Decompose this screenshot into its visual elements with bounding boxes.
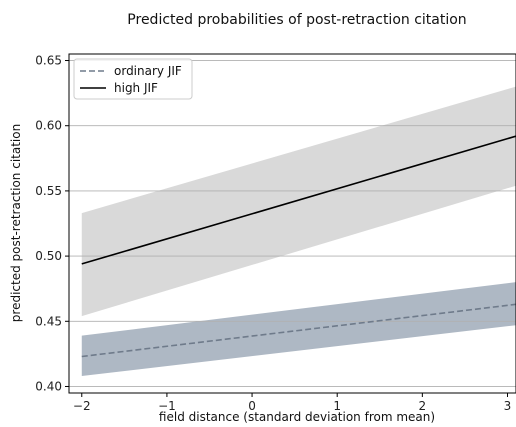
confidence-band-1 — [81, 86, 516, 317]
series-line-1 — [81, 135, 516, 265]
x-axis: −2 −1 0 1 2 3 — [73, 393, 511, 413]
y-tick-label: 0.50 — [35, 249, 62, 263]
x-tick-label: 0 — [248, 399, 256, 413]
y-tick-label: 0.65 — [35, 54, 62, 68]
plot-frame — [68, 53, 516, 394]
x-tick-label: 1 — [333, 399, 341, 413]
legend: ordinary JIF high JIF — [73, 58, 193, 100]
series-lines — [81, 135, 516, 358]
y-axis-label: predicted post-retraction citation — [9, 124, 23, 322]
y-tick-label: 0.40 — [35, 379, 62, 393]
series-line-0 — [81, 303, 516, 358]
y-tick-label: 0.60 — [35, 119, 62, 133]
x-tick-label: 3 — [504, 399, 512, 413]
legend-box — [73, 58, 193, 100]
x-tick-label: −1 — [158, 399, 176, 413]
legend-label-0: ordinary JIF — [114, 64, 182, 78]
y-tick-label: 0.55 — [35, 184, 62, 198]
y-axis: 0.40 0.45 0.50 0.55 0.60 0.65 — [35, 54, 69, 393]
confidence-band-0 — [81, 282, 516, 377]
x-axis-label: field distance (standard deviation from … — [159, 410, 435, 424]
chart-title: Predicted probabilities of post-retracti… — [127, 12, 466, 28]
legend-label-1: high JIF — [114, 81, 158, 95]
confidence-bands — [81, 86, 516, 377]
x-tick-label: −2 — [73, 399, 91, 413]
y-tick-label: 0.45 — [35, 314, 62, 328]
x-tick-label: 2 — [419, 399, 427, 413]
